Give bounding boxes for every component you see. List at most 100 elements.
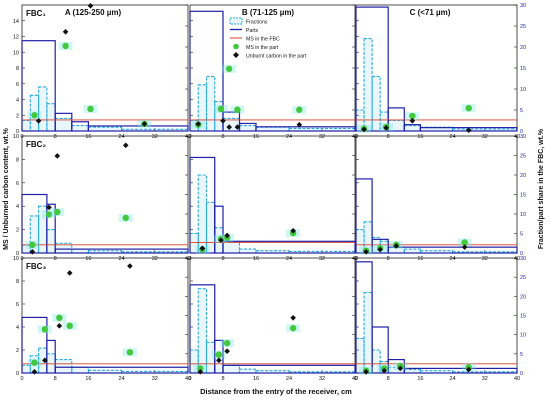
ms-part-point — [87, 105, 94, 113]
unburnt-point — [397, 365, 404, 372]
unburnt-point — [62, 28, 69, 35]
ms-part-point — [461, 239, 468, 246]
unburnt-point — [35, 117, 42, 124]
ms-part-point — [215, 351, 223, 358]
x-tick-label: 0 — [20, 376, 23, 382]
legend-label: Unburnt carbon in the part — [246, 54, 307, 60]
part-bar — [87, 125, 189, 132]
unburnt-point — [361, 126, 367, 133]
x-tick-label: 24 — [286, 376, 292, 382]
y-tick-label: 2 — [16, 228, 19, 234]
x-tick-label: 16 — [253, 256, 259, 262]
x-tick-label: 40 — [514, 376, 520, 382]
x-tick-label: 8 — [54, 256, 57, 262]
ms-part-point — [31, 359, 38, 366]
unburnt-point — [290, 315, 296, 321]
unburnt-point — [226, 124, 232, 130]
y-tick-label: 4 — [16, 98, 19, 104]
unburnt-point — [218, 237, 224, 243]
unburnt-point — [195, 121, 202, 127]
y-tick-label: 4 — [16, 204, 19, 210]
fraction-bar — [363, 291, 373, 374]
y-tick-label: 12 — [13, 35, 19, 41]
unburnt-point — [216, 357, 222, 364]
ms-part-point — [31, 112, 38, 119]
y-tick-label: 8 — [16, 279, 19, 285]
legend-swatch-fractions — [229, 17, 243, 25]
y2-tick-label: 15 — [520, 66, 526, 72]
x-tick-label: 16 — [417, 376, 423, 382]
y2-tick-label: 30 — [520, 134, 526, 140]
part-bar — [387, 107, 405, 132]
y2-tick-label: 5 — [520, 232, 523, 238]
part-bar — [255, 126, 356, 132]
x-tick-label: 32 — [482, 256, 488, 262]
fraction-bar — [222, 364, 241, 374]
x-tick-label: 24 — [450, 256, 456, 262]
legend-label: Fractions — [246, 20, 268, 26]
x-tick-label: 24 — [119, 256, 125, 262]
y2-tick-label: 0 — [520, 129, 523, 135]
x-tick-label: 0 — [188, 376, 191, 382]
fraction-bar — [46, 103, 56, 132]
x-tick-label: 24 — [450, 376, 456, 382]
part-bar — [189, 156, 216, 254]
fraction-bar — [205, 201, 216, 254]
unburnt-point — [234, 124, 241, 130]
x-tick-label: 32 — [319, 256, 325, 262]
y2-tick-label: 0 — [520, 371, 523, 377]
panel-3-2: 0 8 16 24 32 40 — [188, 257, 358, 382]
panel-1-2: 0 8 16 24 32 40 — [188, 4, 358, 140]
y-tick-label: 8 — [16, 66, 19, 72]
x-tick-label: 8 — [387, 376, 390, 382]
x-tick-label: 16 — [417, 134, 423, 140]
column-title: C (<71 µm) — [410, 8, 451, 17]
fraction-bar — [38, 86, 48, 132]
x-tick-label: 0 — [354, 376, 357, 382]
x-tick-label: 16 — [253, 134, 259, 140]
fraction-bar — [363, 38, 373, 132]
y-tick-label: 0 — [16, 371, 19, 377]
ms-part-point — [45, 211, 53, 218]
part-bar — [54, 248, 189, 254]
y-tick-label: 0 — [16, 129, 19, 135]
unburnt-point — [377, 246, 383, 253]
fraction-bar — [238, 124, 257, 132]
x-tick-label: 40 — [185, 376, 191, 382]
y2-tick-label: 15 — [520, 314, 526, 320]
y2-tick-label: 25 — [520, 275, 526, 281]
unburnt-point — [29, 249, 36, 255]
unburnt-point — [46, 204, 52, 211]
y-tick-label: 10 — [13, 50, 19, 56]
x-tick-label: 32 — [319, 376, 325, 382]
part-bar — [189, 284, 216, 374]
unburnt-point — [224, 232, 230, 239]
x-tick-label: 24 — [119, 134, 125, 140]
fraction-bar — [371, 75, 381, 132]
legend-label: MS in the part — [246, 45, 279, 51]
x-tick-label: 24 — [450, 134, 456, 140]
unburnt-point — [141, 121, 148, 127]
unburnt-point — [363, 369, 369, 375]
y2-tick-label: 25 — [520, 24, 526, 30]
y-tick-label: 6 — [16, 82, 19, 88]
unburnt-point — [465, 366, 472, 373]
ms-part-point — [289, 324, 297, 332]
part-bar — [403, 367, 518, 374]
fraction-bar — [197, 288, 208, 374]
x-tick-label: 8 — [54, 134, 57, 140]
x-tick-label: 8 — [387, 256, 390, 262]
y-tick-label: 6 — [16, 181, 19, 187]
unburnt-point — [465, 127, 472, 134]
part-bar — [371, 326, 389, 374]
part-bar — [46, 203, 56, 254]
right-axis-label: Fraction/part share in the FBC, wt.% — [538, 128, 545, 249]
unburnt-point — [56, 323, 63, 329]
part-bar — [222, 364, 356, 374]
y2-tick-label: 15 — [520, 193, 526, 199]
unburnt-point — [296, 121, 303, 128]
row-label: FBC₂ — [26, 140, 46, 149]
